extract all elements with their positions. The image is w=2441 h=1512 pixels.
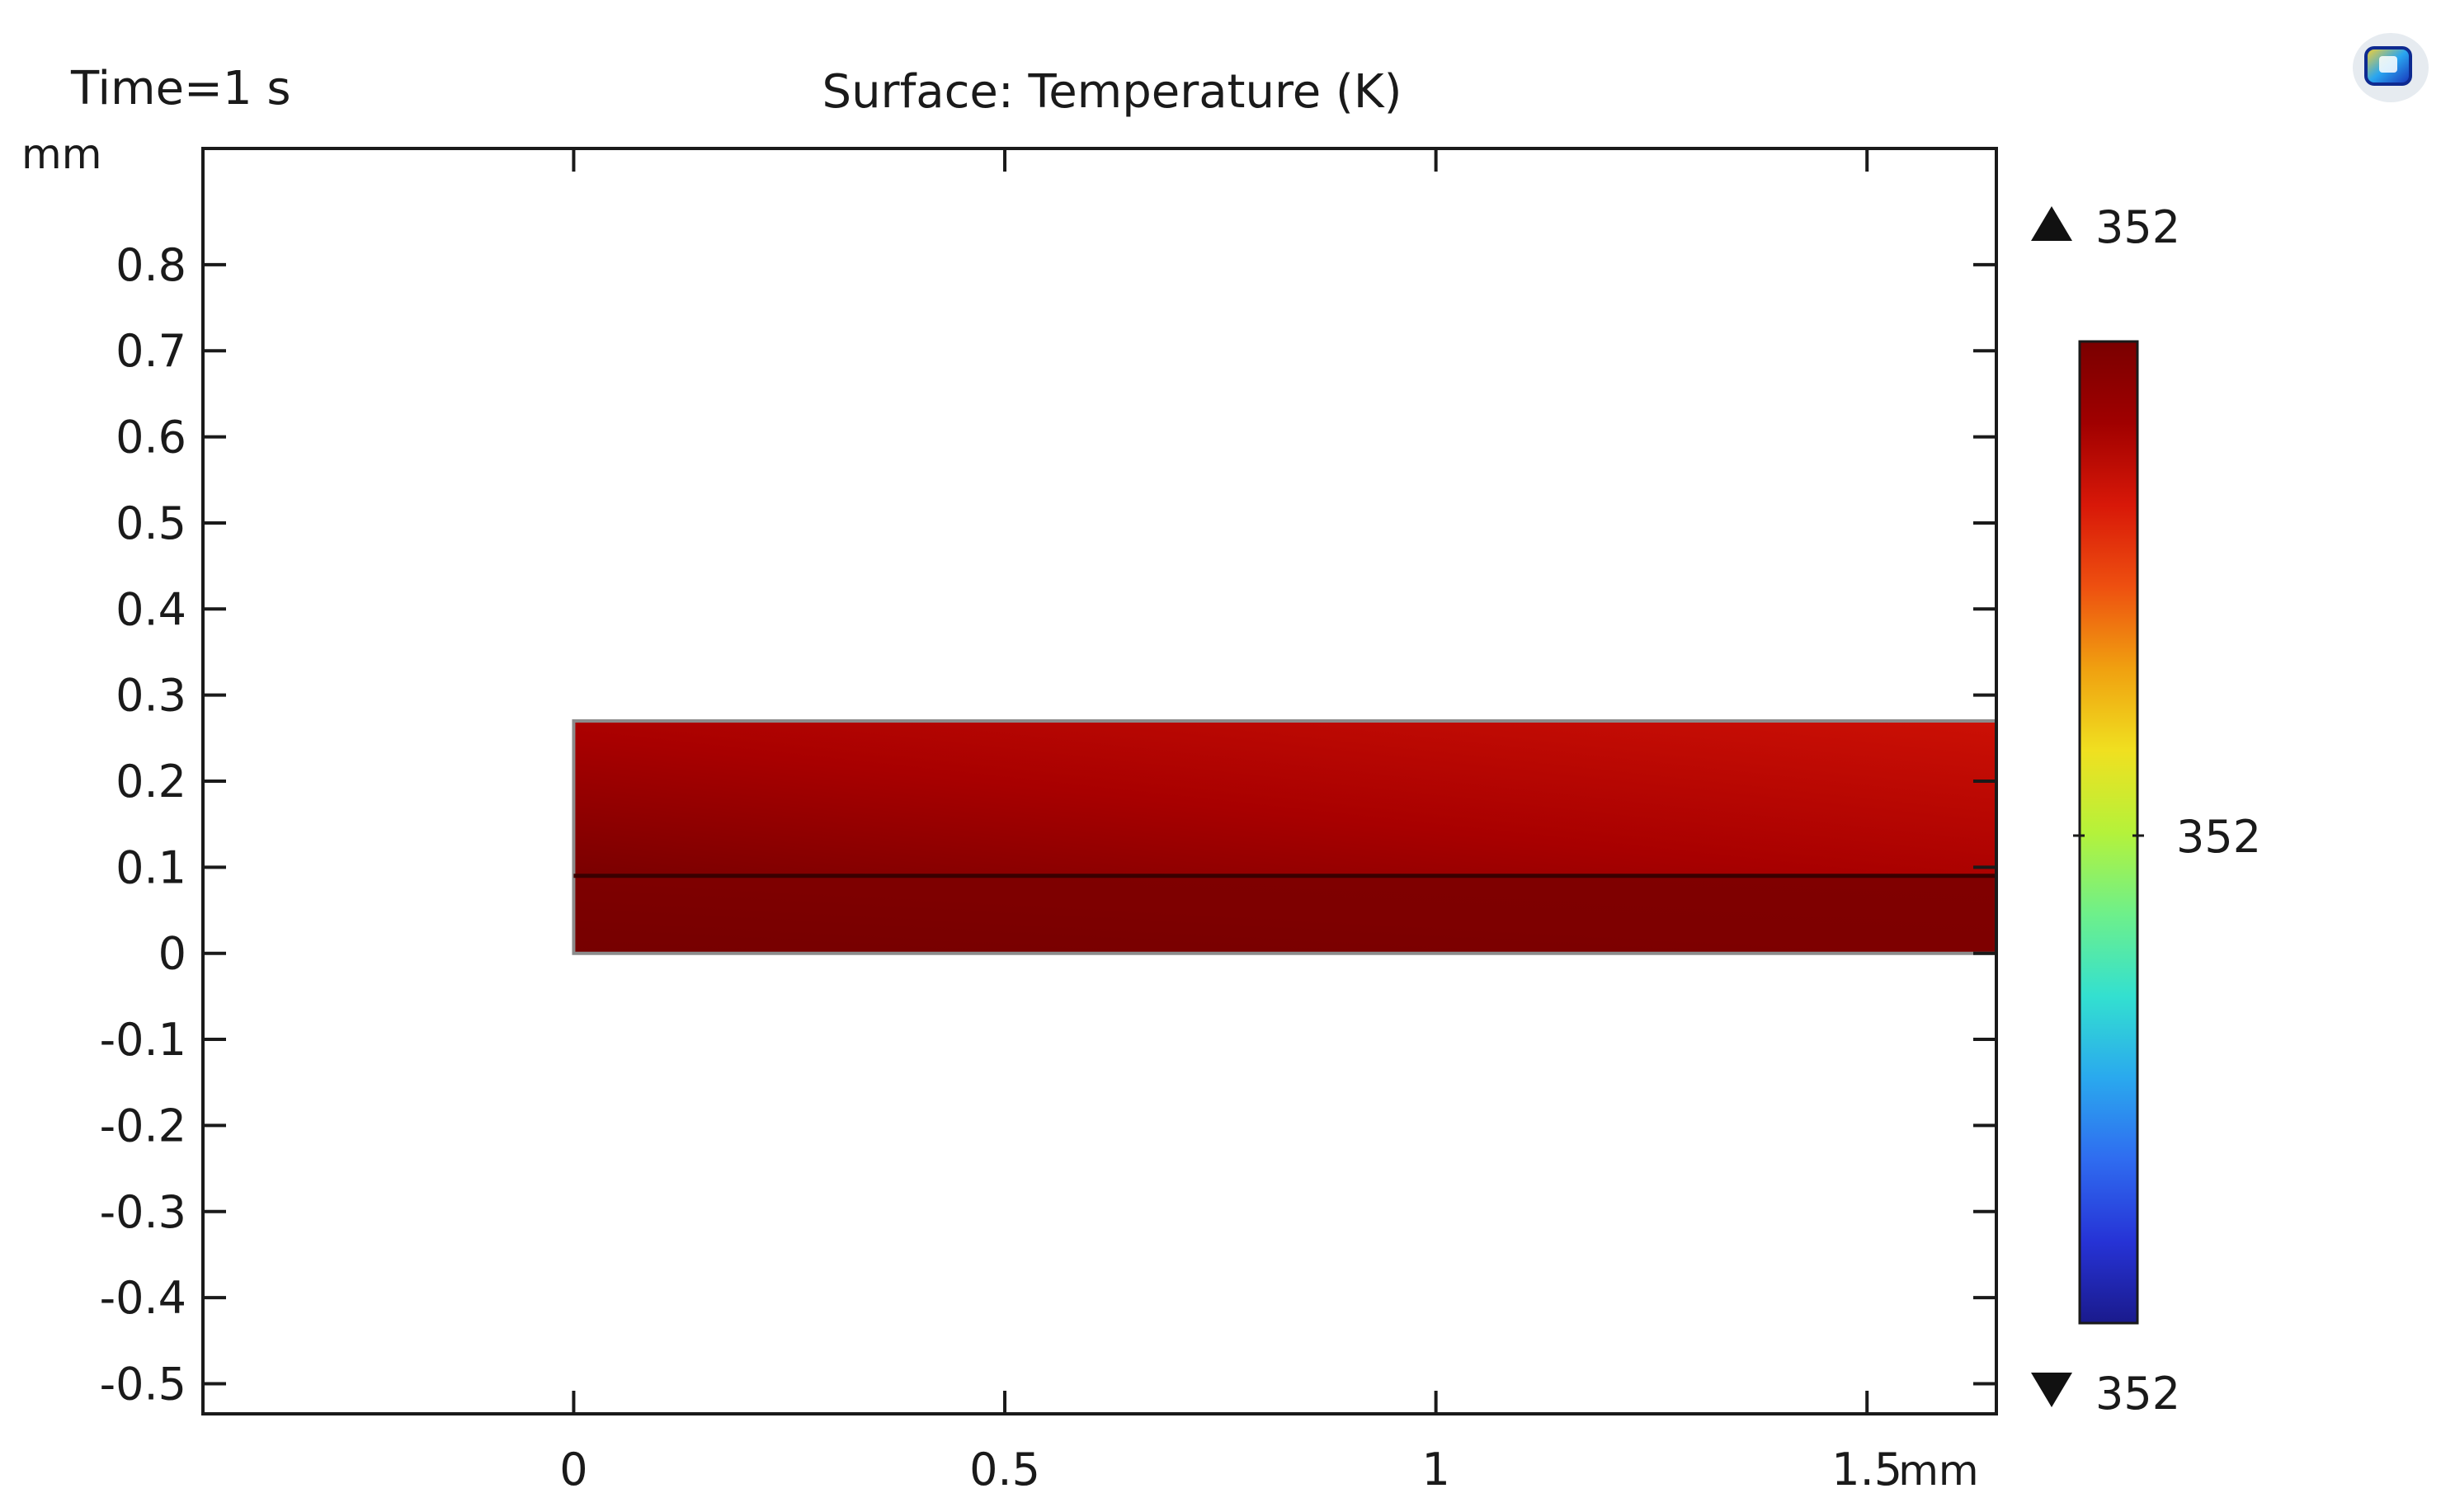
y-tick-label: 0.7	[115, 325, 186, 377]
domain-upper-layer	[573, 720, 1996, 876]
max-triangle-icon	[2031, 206, 2072, 241]
domain-lower-layer	[573, 875, 1996, 954]
colorbar-gradient	[2078, 340, 2139, 1325]
x-tick-label: 1	[1421, 1444, 1449, 1496]
color-legend: 352 352 352	[2031, 201, 2261, 1420]
plot-title: Surface: Temperature (K)	[822, 65, 1402, 119]
x-tick-label: 1.5	[1831, 1444, 1902, 1496]
y-tick-label: 0	[158, 928, 186, 980]
y-tick-label: 0.1	[115, 841, 186, 893]
geometry-outline	[572, 718, 1996, 955]
y-tick-label: 0.8	[115, 239, 186, 291]
colorbar-mid-label: 352	[2176, 811, 2261, 863]
y-axis-unit: mm	[21, 130, 101, 178]
min-triangle-icon	[2031, 1373, 2072, 1407]
y-tick-label: 0.5	[115, 497, 186, 549]
x-axis-unit: mm	[1898, 1447, 1978, 1495]
x-tick-label: 0.5	[969, 1444, 1040, 1496]
y-tick-label: -0.1	[100, 1014, 186, 1066]
y-tick-label: 0.2	[115, 756, 186, 808]
y-tick-label: -0.5	[100, 1358, 186, 1410]
y-tick-label: 0.3	[115, 670, 186, 722]
axes: 0 0.5 1 1.5mm 0.8 0.7 0.6 0.5 0.4 0.3 0.2 0.1 0 -0.1 -…	[100, 147, 1998, 1496]
colorbar-max-label: 352	[2095, 201, 2180, 253]
x-tick-label: 0	[559, 1444, 587, 1496]
comsol-logo-icon	[2353, 33, 2429, 102]
y-tick-label: -0.3	[100, 1186, 186, 1238]
y-tick-label: 0.4	[115, 583, 186, 635]
time-label: Time=1 s	[70, 62, 291, 115]
y-tick-label: 0.6	[115, 412, 186, 464]
colorbar-min-label: 352	[2095, 1368, 2180, 1420]
y-tick-label: -0.2	[100, 1100, 186, 1152]
geometry-domains	[572, 718, 1996, 955]
y-tick-label: -0.4	[100, 1272, 186, 1324]
